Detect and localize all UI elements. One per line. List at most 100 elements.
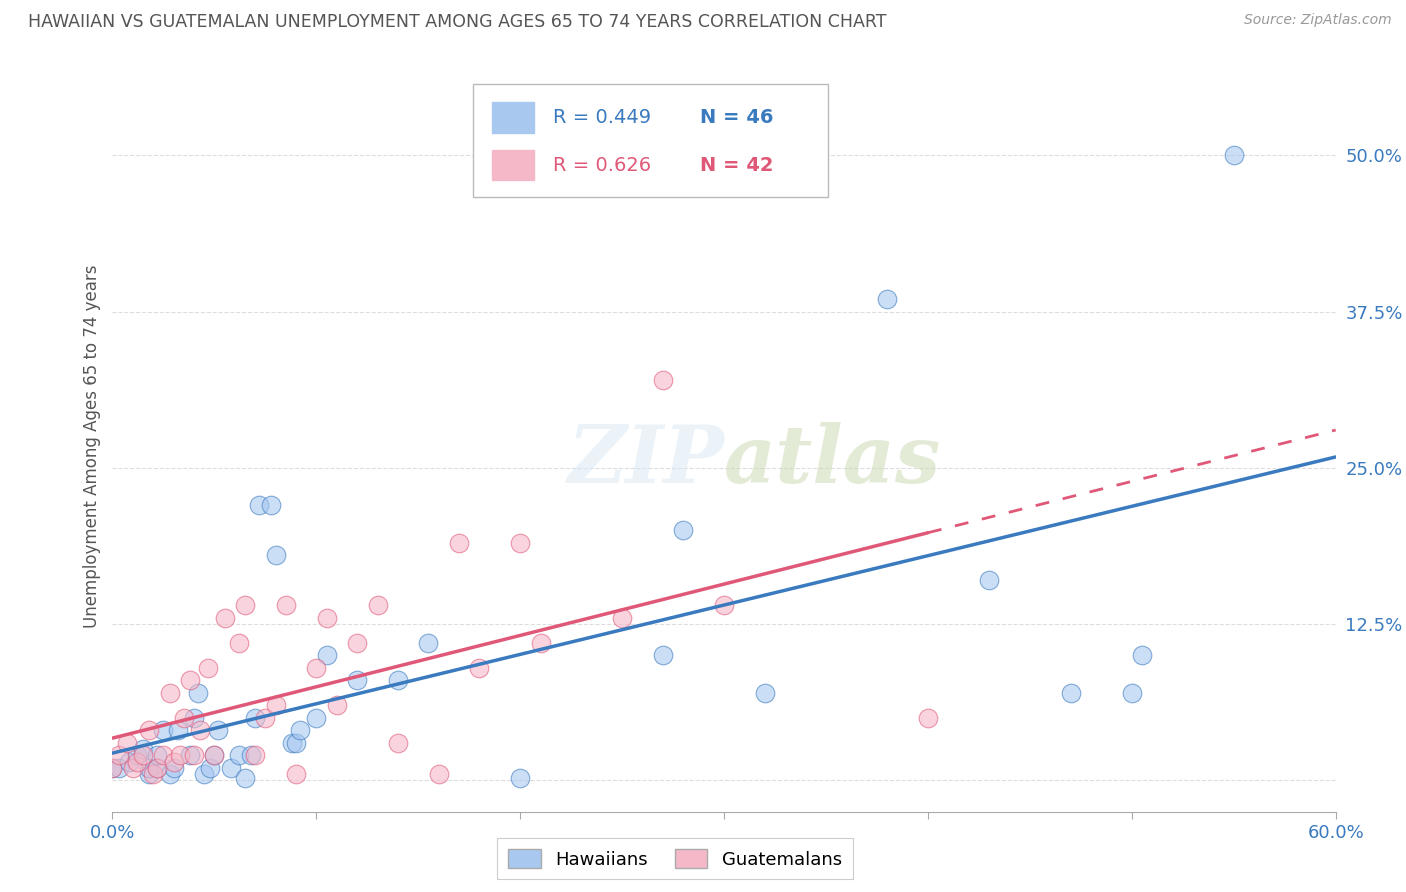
Point bbox=[326, 698, 349, 713]
Point bbox=[228, 748, 250, 763]
Point bbox=[260, 499, 283, 513]
FancyBboxPatch shape bbox=[492, 103, 534, 133]
Point bbox=[159, 686, 181, 700]
FancyBboxPatch shape bbox=[492, 150, 534, 180]
Point bbox=[387, 673, 409, 688]
Point bbox=[468, 661, 491, 675]
Point bbox=[142, 767, 165, 781]
Point bbox=[219, 761, 242, 775]
Point bbox=[754, 686, 776, 700]
Point bbox=[122, 761, 145, 775]
Point bbox=[264, 549, 287, 563]
Point bbox=[305, 711, 328, 725]
Point bbox=[183, 748, 205, 763]
Point bbox=[146, 761, 169, 775]
Point bbox=[228, 636, 250, 650]
Point bbox=[125, 755, 148, 769]
Point bbox=[652, 373, 675, 387]
Point bbox=[1130, 648, 1153, 663]
Point bbox=[281, 736, 304, 750]
Point bbox=[166, 723, 188, 738]
Point bbox=[245, 711, 267, 725]
Point bbox=[447, 536, 470, 550]
Point bbox=[284, 767, 308, 781]
Point bbox=[179, 748, 201, 763]
Point bbox=[179, 673, 201, 688]
Legend: Hawaiians, Guatemalans: Hawaiians, Guatemalans bbox=[498, 838, 853, 880]
Point bbox=[254, 711, 277, 725]
Point bbox=[315, 648, 337, 663]
Point bbox=[672, 524, 695, 538]
Point bbox=[346, 673, 368, 688]
FancyBboxPatch shape bbox=[474, 84, 828, 197]
Point bbox=[305, 661, 328, 675]
Point bbox=[138, 767, 160, 781]
Point bbox=[274, 599, 297, 613]
Text: N = 46: N = 46 bbox=[700, 108, 773, 127]
Text: R = 0.449: R = 0.449 bbox=[553, 108, 651, 127]
Point bbox=[529, 636, 551, 650]
Point bbox=[247, 499, 270, 513]
Point bbox=[101, 761, 124, 775]
Point bbox=[207, 723, 229, 738]
Point bbox=[233, 599, 256, 613]
Point bbox=[366, 599, 388, 613]
Point bbox=[132, 748, 155, 763]
Point bbox=[204, 748, 226, 763]
Y-axis label: Unemployment Among Ages 65 to 74 years: Unemployment Among Ages 65 to 74 years bbox=[83, 264, 101, 628]
Point bbox=[387, 736, 409, 750]
Point bbox=[1223, 148, 1246, 162]
Point bbox=[233, 771, 256, 785]
Point bbox=[115, 736, 138, 750]
Text: R = 0.626: R = 0.626 bbox=[553, 155, 651, 175]
Point bbox=[183, 711, 205, 725]
Point bbox=[1121, 686, 1143, 700]
Point bbox=[200, 761, 222, 775]
Text: atlas: atlas bbox=[724, 422, 942, 500]
Text: Source: ZipAtlas.com: Source: ZipAtlas.com bbox=[1244, 13, 1392, 28]
Point bbox=[509, 771, 531, 785]
Point bbox=[197, 661, 219, 675]
Point bbox=[979, 574, 1001, 588]
Point bbox=[204, 748, 226, 763]
Point bbox=[917, 711, 939, 725]
Point bbox=[101, 761, 124, 775]
Point bbox=[652, 648, 675, 663]
Point bbox=[152, 748, 174, 763]
Point bbox=[418, 636, 440, 650]
Point bbox=[315, 611, 337, 625]
Point bbox=[193, 767, 215, 781]
Point bbox=[1060, 686, 1083, 700]
Text: N = 42: N = 42 bbox=[700, 155, 773, 175]
Point bbox=[132, 742, 155, 756]
Point bbox=[288, 723, 311, 738]
Point bbox=[876, 292, 898, 306]
Point bbox=[173, 711, 195, 725]
Point bbox=[284, 736, 308, 750]
Point bbox=[240, 748, 263, 763]
Point bbox=[610, 611, 633, 625]
Text: HAWAIIAN VS GUATEMALAN UNEMPLOYMENT AMONG AGES 65 TO 74 YEARS CORRELATION CHART: HAWAIIAN VS GUATEMALAN UNEMPLOYMENT AMON… bbox=[28, 13, 887, 31]
Point bbox=[163, 755, 186, 769]
Point bbox=[214, 611, 236, 625]
Point bbox=[118, 755, 141, 769]
Text: ZIP: ZIP bbox=[567, 422, 724, 500]
Point bbox=[107, 761, 129, 775]
Point bbox=[713, 599, 735, 613]
Point bbox=[245, 748, 267, 763]
Point bbox=[138, 761, 160, 775]
Point bbox=[264, 698, 287, 713]
Point bbox=[169, 748, 191, 763]
Point bbox=[146, 748, 169, 763]
Point bbox=[188, 723, 211, 738]
Point bbox=[125, 748, 148, 763]
Point bbox=[427, 767, 450, 781]
Point bbox=[159, 767, 181, 781]
Point bbox=[152, 723, 174, 738]
Point bbox=[509, 536, 531, 550]
Point bbox=[107, 748, 129, 763]
Point bbox=[138, 723, 160, 738]
Point bbox=[346, 636, 368, 650]
Point bbox=[187, 686, 209, 700]
Point bbox=[146, 761, 169, 775]
